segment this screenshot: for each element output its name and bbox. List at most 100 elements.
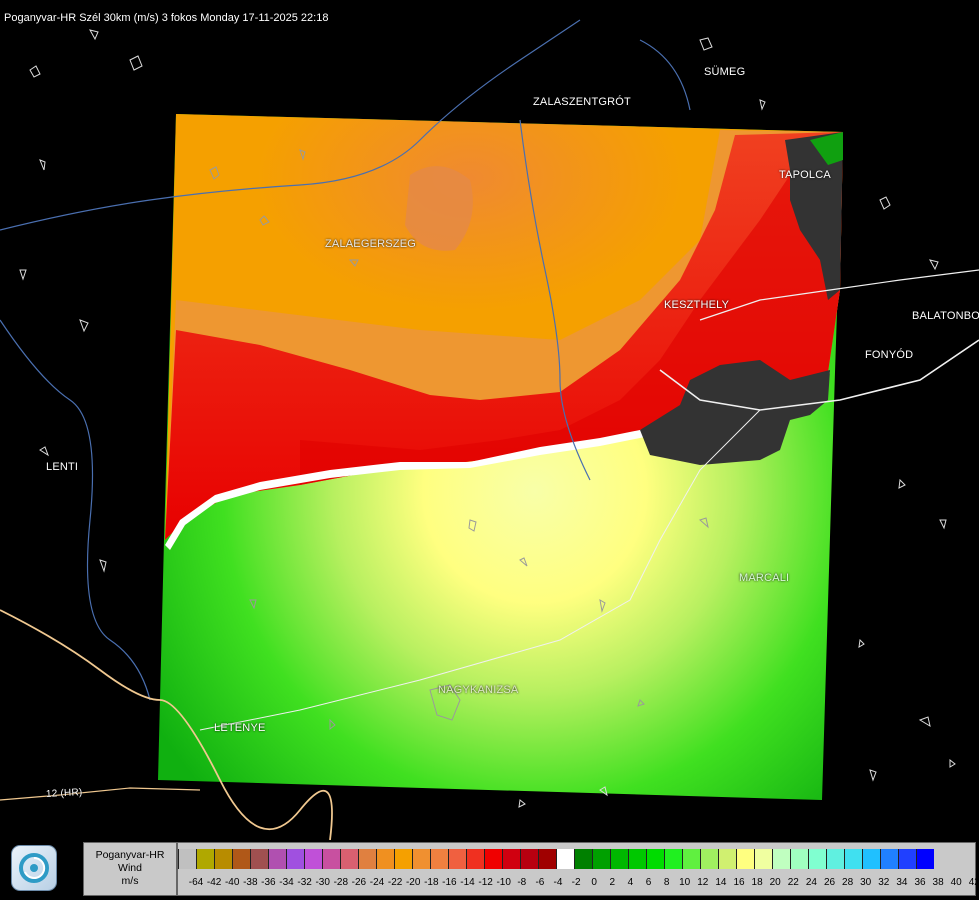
city-label-zalaszentgrot: ZALASZENTGRÓT bbox=[533, 96, 631, 108]
legend-swatch bbox=[844, 849, 862, 869]
legend-swatch bbox=[196, 849, 214, 869]
legend-swatch bbox=[214, 849, 232, 869]
legend-swatch bbox=[304, 849, 322, 869]
legend-tick-label: 40 bbox=[950, 877, 962, 888]
legend-swatch bbox=[340, 849, 358, 869]
legend-label-box: Poganyvar-HR Wind m/s bbox=[83, 842, 177, 896]
radar-map bbox=[0, 19, 979, 840]
legend-tick-label: 26 bbox=[823, 877, 836, 888]
legend-swatch bbox=[862, 849, 880, 869]
city-label-marcali: MARCALI bbox=[739, 572, 790, 584]
city-label-nagykanizsa: NAGYKANIZSA bbox=[438, 684, 519, 696]
legend-tick-label: 18 bbox=[751, 877, 763, 888]
legend-swatch bbox=[538, 849, 556, 869]
road-label-12hr: 12 (HR) bbox=[45, 787, 83, 800]
legend-swatch bbox=[808, 849, 826, 869]
legend-tick-label: -20 bbox=[405, 877, 421, 888]
legend-tick-label: 20 bbox=[769, 877, 781, 888]
rivers bbox=[0, 19, 691, 701]
legend-swatch bbox=[916, 849, 934, 869]
city-label-keszthely: KESZTHELY bbox=[664, 299, 730, 311]
legend-swatch bbox=[592, 849, 610, 869]
legend-tick-label: -4 bbox=[553, 877, 563, 888]
legend-tick-label: -8 bbox=[517, 877, 527, 888]
legend-tick-label: 4 bbox=[627, 877, 634, 888]
legend-swatch bbox=[682, 849, 700, 869]
roads bbox=[0, 269, 979, 840]
legend-tick-label: 22 bbox=[787, 877, 799, 888]
legend-swatch bbox=[286, 849, 304, 869]
legend-swatch bbox=[250, 849, 268, 869]
legend-tick-label: -38 bbox=[243, 877, 258, 888]
legend-tick-label: 12 bbox=[697, 877, 709, 888]
city-label-fonyod: FONYÓD bbox=[865, 349, 914, 361]
legend-swatch bbox=[394, 849, 412, 869]
legend-tick-label: -24 bbox=[369, 877, 385, 888]
color-swatches bbox=[178, 849, 934, 869]
settlement-outlines bbox=[209, 149, 709, 731]
legend-tick-label: -26 bbox=[351, 877, 367, 888]
legend-tick-label: -12 bbox=[478, 877, 493, 888]
legend-tick-label: -18 bbox=[424, 877, 439, 888]
legend-swatch bbox=[448, 849, 466, 869]
legend-product: Wind bbox=[118, 862, 142, 874]
legend-swatch bbox=[178, 849, 196, 869]
legend-tick-label: 2 bbox=[609, 877, 616, 888]
legend-swatch bbox=[574, 849, 592, 869]
legend-swatch bbox=[718, 849, 736, 869]
logo-icon bbox=[11, 845, 57, 891]
legend-tick-label: 14 bbox=[715, 877, 727, 888]
map-title: Poganyvar-HR Szél 30km (m/s) 3 fokos Mon… bbox=[4, 12, 329, 24]
legend-swatch bbox=[628, 849, 646, 869]
legend-tick-label: 6 bbox=[645, 877, 652, 888]
legend-swatch bbox=[700, 849, 718, 869]
legend-swatch bbox=[358, 849, 376, 869]
legend-swatch bbox=[520, 849, 538, 869]
legend-tick-label: 24 bbox=[805, 877, 817, 888]
legend-tick-label: -22 bbox=[387, 877, 403, 888]
legend-tick-label: -30 bbox=[315, 877, 330, 888]
legend-tick-label: 0 bbox=[591, 877, 597, 888]
legend-station: Poganyvar-HR bbox=[95, 849, 165, 861]
legend-tick-label: -28 bbox=[333, 877, 349, 888]
border-outlines bbox=[19, 29, 956, 808]
legend-tick-label: -16 bbox=[442, 877, 457, 888]
legend-swatch bbox=[790, 849, 808, 869]
legend-tick-label: -6 bbox=[535, 877, 545, 888]
legend-swatch bbox=[232, 849, 250, 869]
legend-tick-label: 30 bbox=[860, 877, 872, 888]
legend-swatch bbox=[484, 849, 502, 869]
legend-swatch bbox=[664, 849, 682, 869]
city-label-balatonboglar: BALATONBO bbox=[912, 310, 979, 322]
legend-swatch bbox=[826, 849, 844, 869]
legend-tick-label: 36 bbox=[914, 877, 926, 888]
legend-unit: m/s bbox=[121, 875, 139, 887]
legend-tick-label: 34 bbox=[896, 877, 908, 888]
legend-swatch bbox=[376, 849, 394, 869]
legend-tick-label: 10 bbox=[679, 877, 691, 888]
legend-swatch bbox=[736, 849, 754, 869]
legend-tick-label: 32 bbox=[878, 877, 890, 888]
legend-tick-label: -32 bbox=[297, 877, 312, 888]
city-label-tapolca: TAPOLCA bbox=[779, 169, 831, 181]
legend-tick-label: -64 bbox=[188, 877, 204, 888]
legend-swatch bbox=[268, 849, 286, 869]
city-label-zalaegerszeg: ZALAEGERSZEG bbox=[325, 238, 417, 250]
legend-tick-label: -36 bbox=[261, 877, 276, 888]
legend-swatch bbox=[880, 849, 898, 869]
city-label-sumeg: SÜMEG bbox=[704, 66, 746, 78]
legend-tick-label: -10 bbox=[496, 877, 511, 888]
city-label-letenye: LETENYE bbox=[214, 722, 266, 734]
legend-swatch bbox=[610, 849, 628, 869]
legend-tick-label: 16 bbox=[733, 877, 745, 888]
legend-tick-label: 8 bbox=[663, 877, 670, 888]
legend-tick-label: 42 bbox=[968, 877, 979, 888]
legend-tick-label: 38 bbox=[932, 877, 944, 888]
city-label-lenti: LENTI bbox=[46, 461, 79, 473]
legend-swatch bbox=[646, 849, 664, 869]
no-data-area bbox=[640, 360, 830, 465]
legend-swatch bbox=[412, 849, 430, 869]
legend-swatch bbox=[466, 849, 484, 869]
legend-swatch bbox=[772, 849, 790, 869]
scale-ticks: -64 -42 -40 -38 -36 -34 -32 -30 -28 -26 -24 -22 -20-… bbox=[178, 877, 979, 891]
